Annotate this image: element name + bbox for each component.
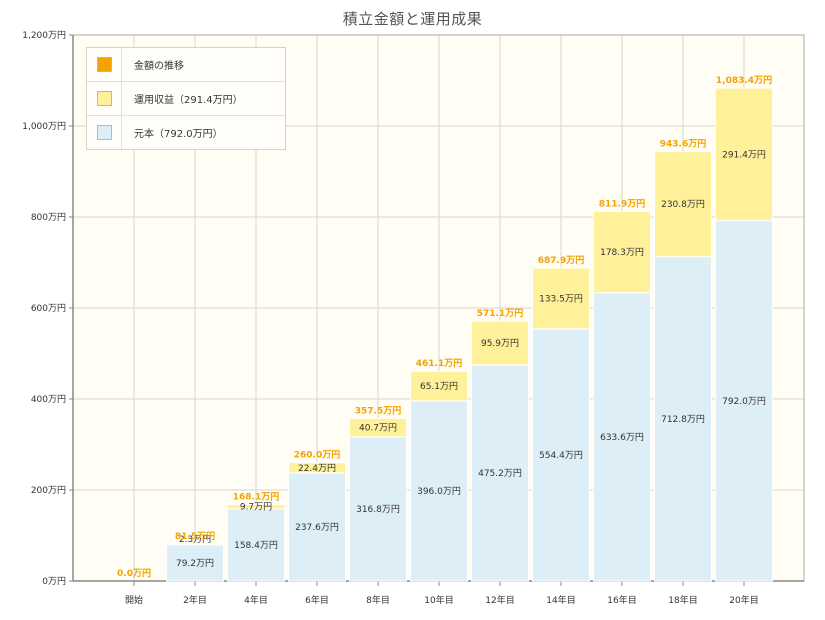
y-tick-label: 0万円	[42, 576, 66, 587]
data-label-principal: 396.0万円	[417, 486, 461, 497]
y-tick-label: 800万円	[31, 212, 66, 223]
data-label-total: 687.9万円	[538, 255, 584, 266]
bar-returns	[593, 211, 651, 294]
x-tick-label: 開始	[125, 594, 143, 606]
bar-principal	[532, 328, 590, 582]
data-label-principal: 712.8万円	[661, 414, 705, 425]
data-label-total: 571.1万円	[477, 308, 523, 319]
data-label-returns: 2.3万円	[179, 534, 211, 545]
data-label-total: 461.1万円	[416, 358, 462, 369]
legend: 金額の推移 運用収益（291.4万円） 元本（792.0万円）	[86, 47, 286, 150]
data-label-returns: 65.1万円	[420, 381, 458, 392]
x-tick-label: 16年目	[607, 594, 636, 606]
data-label-returns: 291.4万円	[722, 149, 766, 160]
data-label-principal: 237.6万円	[295, 522, 339, 533]
data-label-returns: 9.7万円	[240, 502, 272, 513]
bar-principal	[410, 400, 468, 582]
bar-principal	[349, 436, 407, 582]
data-label-returns: 133.5万円	[539, 293, 583, 304]
data-label-returns: 230.8万円	[661, 199, 705, 210]
x-tick-label: 10年目	[424, 594, 453, 606]
bar-principal	[593, 292, 651, 582]
bar-returns	[288, 462, 346, 474]
data-label-total: 1,083.4万円	[716, 75, 772, 86]
data-label-returns: 40.7万円	[359, 423, 397, 434]
legend-swatch-returns	[96, 91, 112, 106]
data-label-principal: 633.6万円	[600, 432, 644, 443]
legend-swatch-total	[96, 57, 112, 72]
data-label-total: 811.9万円	[599, 199, 645, 210]
bar-returns	[471, 320, 529, 366]
bar-principal	[654, 256, 712, 582]
y-tick-label: 600万円	[31, 303, 66, 314]
bar-returns	[654, 151, 712, 258]
data-label-returns: 178.3万円	[600, 247, 644, 258]
legend-label-total: 金額の推移	[134, 61, 184, 72]
data-label-total: 0.0万円	[117, 568, 151, 579]
y-tick-label: 400万円	[31, 394, 66, 405]
legend-item-total: 金額の推移	[87, 48, 285, 81]
legend-item-returns: 運用収益（291.4万円）	[87, 81, 285, 115]
bar-principal	[166, 544, 224, 582]
chart-title: 積立金額と運用成果	[342, 10, 483, 28]
x-tick-label: 18年目	[668, 594, 697, 606]
y-tick-label: 200万円	[31, 485, 66, 496]
data-label-total: 81.5万円	[175, 531, 215, 542]
x-tick-label: 2年目	[183, 594, 207, 606]
x-tick-label: 4年目	[244, 594, 268, 606]
data-label-principal: 158.4万円	[234, 540, 278, 551]
data-label-principal: 554.4万円	[539, 450, 583, 461]
x-tick-label: 20年目	[729, 594, 758, 606]
data-label-returns: 22.4万円	[298, 463, 336, 474]
legend-item-principal: 元本（792.0万円）	[87, 115, 285, 149]
data-label-principal: 792.0万円	[722, 396, 766, 407]
data-label-principal: 316.8万円	[356, 504, 400, 515]
bar-returns	[166, 543, 224, 546]
bar-principal	[471, 364, 529, 582]
bar-returns	[227, 504, 285, 510]
y-tick-label: 1,200万円	[22, 30, 66, 41]
bar-principal	[227, 508, 285, 582]
bar-returns	[410, 370, 468, 402]
legend-swatch-principal	[96, 125, 112, 140]
legend-label-returns: 運用収益（291.4万円）	[134, 95, 243, 106]
bar-returns	[532, 267, 590, 330]
x-tick-label: 12年目	[485, 594, 514, 606]
x-tick-label: 8年目	[366, 594, 390, 606]
y-tick-label: 1,000万円	[22, 121, 66, 132]
data-label-total: 943.6万円	[660, 139, 706, 150]
x-tick-label: 6年目	[305, 594, 329, 606]
legend-label-principal: 元本（792.0万円）	[134, 129, 223, 140]
data-label-principal: 79.2万円	[176, 558, 214, 569]
bar-returns	[349, 417, 407, 438]
data-label-principal: 475.2万円	[478, 468, 522, 479]
data-label-returns: 95.9万円	[481, 338, 519, 349]
data-label-total: 357.5万円	[355, 405, 401, 416]
data-label-total: 260.0万円	[294, 450, 340, 461]
bar-returns	[715, 87, 773, 222]
x-tick-label: 14年目	[546, 594, 575, 606]
data-label-total: 168.1万円	[233, 492, 279, 503]
